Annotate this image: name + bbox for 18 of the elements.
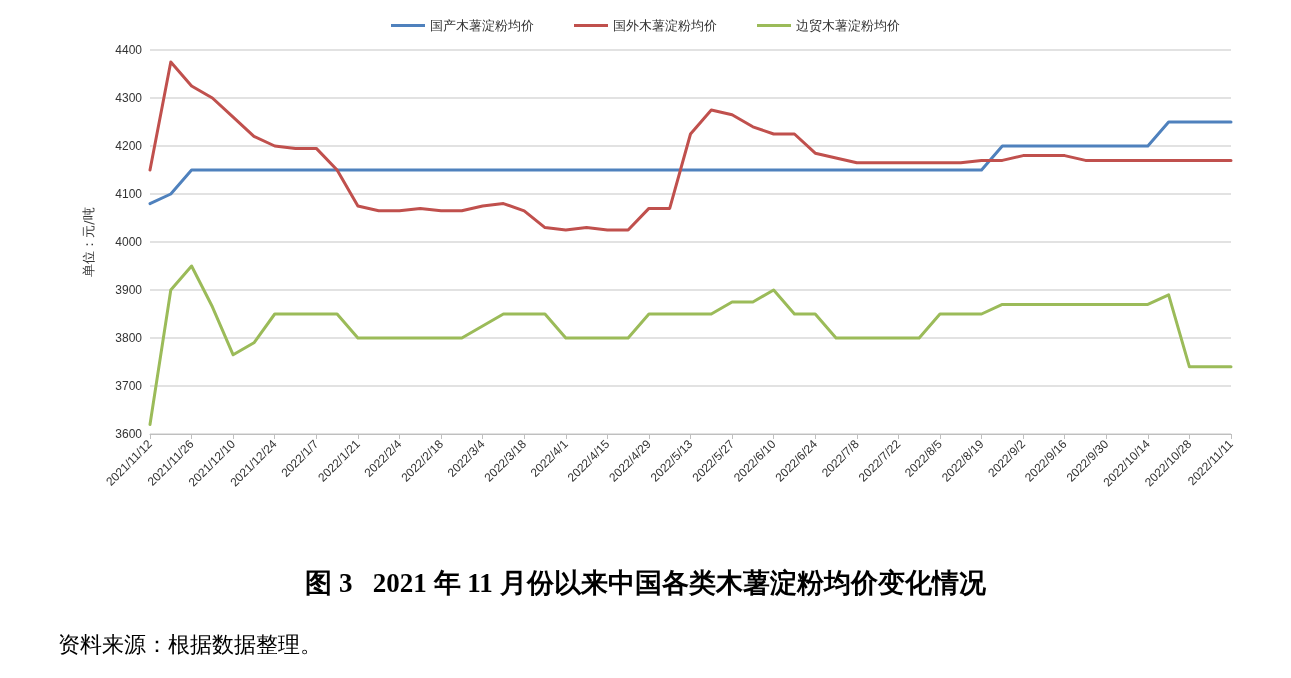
line-series xyxy=(148,264,1233,426)
y-tick-label: 4300 xyxy=(115,91,143,105)
y-tick-label: 4100 xyxy=(115,187,143,201)
y-tick-label: 3900 xyxy=(115,283,143,297)
legend-label: 国外木薯淀粉均价 xyxy=(613,18,717,33)
y-tick-label: 4200 xyxy=(115,139,143,153)
y-tick-label: 3700 xyxy=(115,379,143,393)
text: 图 3 2021 年 11 月份以来中国各类木薯淀粉均价变化情况 xyxy=(304,567,987,600)
text: 资料来源：根据数据整理。 xyxy=(58,631,322,659)
y-tick-label: 4000 xyxy=(115,235,143,249)
legend-label: 国产木薯淀粉均价 xyxy=(430,18,534,33)
y-tick-label: 4400 xyxy=(115,43,143,57)
legend-label: 边贸木薯淀粉均价 xyxy=(796,18,900,33)
y-tick-label: 3600 xyxy=(115,427,143,441)
line-series xyxy=(148,60,1233,232)
y-axis-title: 单位：元/吨 xyxy=(81,207,96,277)
line-series xyxy=(148,120,1233,206)
y-tick-label: 3800 xyxy=(115,331,143,345)
